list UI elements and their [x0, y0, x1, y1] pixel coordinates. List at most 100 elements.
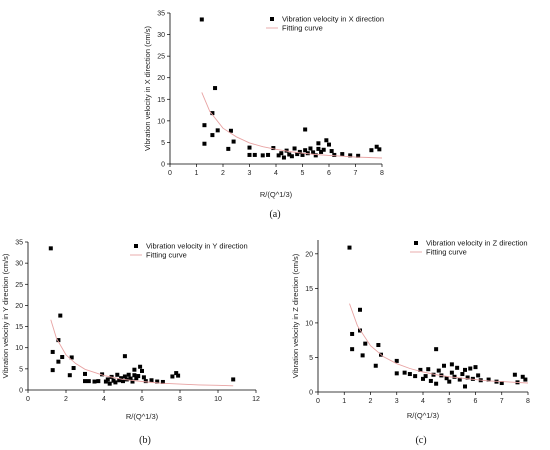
- data-point: [271, 146, 276, 151]
- legend-marker-swatch: [414, 241, 418, 245]
- x-tick-label: 0: [168, 170, 172, 177]
- data-point: [132, 367, 137, 372]
- x-tick-label: 8: [178, 396, 182, 403]
- data-point: [486, 377, 491, 382]
- x-tick-label: 0: [316, 398, 320, 405]
- data-point: [199, 17, 204, 22]
- data-point: [56, 338, 61, 343]
- data-point: [434, 381, 439, 386]
- y-tick-label: 30: [157, 32, 165, 39]
- x-tick-label: 4: [102, 396, 106, 403]
- data-point: [350, 331, 355, 336]
- x-tick-label: 6: [140, 396, 144, 403]
- data-point: [231, 377, 236, 382]
- data-point: [121, 379, 125, 384]
- data-point: [297, 149, 302, 154]
- data-point: [358, 328, 362, 333]
- data-point: [428, 378, 433, 383]
- x-tick-label: 2: [64, 396, 68, 403]
- data-point: [327, 142, 331, 147]
- data-point: [332, 152, 337, 157]
- x-axis-label: R/(Q^1/3): [126, 412, 159, 421]
- y-tick-label: 15: [157, 97, 165, 104]
- data-point: [122, 374, 127, 379]
- data-point: [231, 139, 236, 144]
- data-point: [449, 370, 454, 375]
- data-point: [50, 349, 55, 354]
- data-point: [423, 374, 428, 379]
- x-tick-label: 6: [474, 398, 478, 405]
- legend: Vibration velocity in X directionFitting…: [266, 15, 384, 33]
- data-point: [426, 367, 431, 372]
- x-tick-label: 7: [354, 170, 358, 177]
- data-point: [83, 379, 87, 384]
- fitting-curve-line: [349, 303, 529, 384]
- data-point: [60, 355, 65, 360]
- chart-panel-b: 0 2 4 6 8 10 12 0 5 10 15 20 25 30 35 R/(Q^1/3) Vibratio…: [1, 240, 260, 447]
- data-point: [358, 307, 362, 312]
- data-point: [442, 363, 446, 368]
- data-point: [103, 379, 108, 384]
- data-point: [356, 153, 361, 158]
- fitting-curve-line: [201, 92, 383, 159]
- data-point: [58, 313, 63, 318]
- data-point: [421, 376, 425, 381]
- data-point: [226, 146, 231, 151]
- y-tick-label: 10: [305, 320, 313, 327]
- data-point: [499, 381, 504, 386]
- data-point: [202, 141, 207, 146]
- data-point: [413, 374, 418, 379]
- data-point: [160, 379, 165, 384]
- data-point: [319, 149, 324, 154]
- y-tick-label: 15: [305, 286, 313, 293]
- data-point: [155, 379, 160, 384]
- data-point: [463, 367, 467, 372]
- data-point: [374, 144, 379, 149]
- x-tick-label: 7: [500, 398, 504, 405]
- data-point: [311, 150, 316, 155]
- data-point: [130, 379, 135, 384]
- data-point: [67, 373, 72, 378]
- data-point: [56, 359, 61, 364]
- data-point: [50, 368, 55, 373]
- x-tick-label: 1: [195, 170, 199, 177]
- y-axis-label: Vibration velocity in Y direction (cm/s): [1, 253, 10, 378]
- data-point: [468, 366, 473, 371]
- x-tick-label: 4: [421, 398, 425, 405]
- data-point: [360, 353, 365, 358]
- data-point: [86, 379, 91, 384]
- panel-caption: (b): [139, 435, 151, 446]
- data-point: [140, 368, 144, 373]
- data-point: [96, 379, 101, 384]
- data-point: [455, 365, 460, 370]
- legend-entry-label: Vibration velocity in X direction: [282, 15, 384, 24]
- y-tick-label: 35: [157, 11, 165, 18]
- data-point: [113, 380, 118, 385]
- x-tick-label: 8: [380, 170, 384, 177]
- data-point: [287, 152, 292, 157]
- y-tick-label: 5: [309, 355, 313, 362]
- data-point: [266, 152, 271, 157]
- data-point: [447, 379, 452, 384]
- data-point: [136, 374, 141, 379]
- data-point: [350, 347, 355, 352]
- y-axis-label: Vibration velocity in X direction (cm/s): [143, 26, 152, 151]
- data-point: [523, 377, 528, 382]
- legend-entry-label: Fitting curve: [426, 248, 467, 257]
- data-point: [394, 358, 399, 363]
- legend-marker-swatch: [270, 17, 274, 21]
- y-tick-label: 5: [19, 366, 23, 373]
- data-point: [174, 371, 179, 376]
- data-point: [394, 371, 399, 376]
- y-tick-label: 20: [15, 303, 23, 310]
- y-tick-label: 10: [157, 118, 165, 125]
- data-point: [92, 379, 97, 384]
- data-point: [321, 147, 326, 152]
- data-point: [170, 374, 175, 379]
- data-point: [132, 373, 137, 378]
- data-point: [376, 343, 381, 348]
- data-point: [107, 381, 112, 386]
- data-point: [128, 376, 133, 381]
- y-tick-label: 0: [19, 388, 23, 395]
- data-point: [369, 148, 374, 153]
